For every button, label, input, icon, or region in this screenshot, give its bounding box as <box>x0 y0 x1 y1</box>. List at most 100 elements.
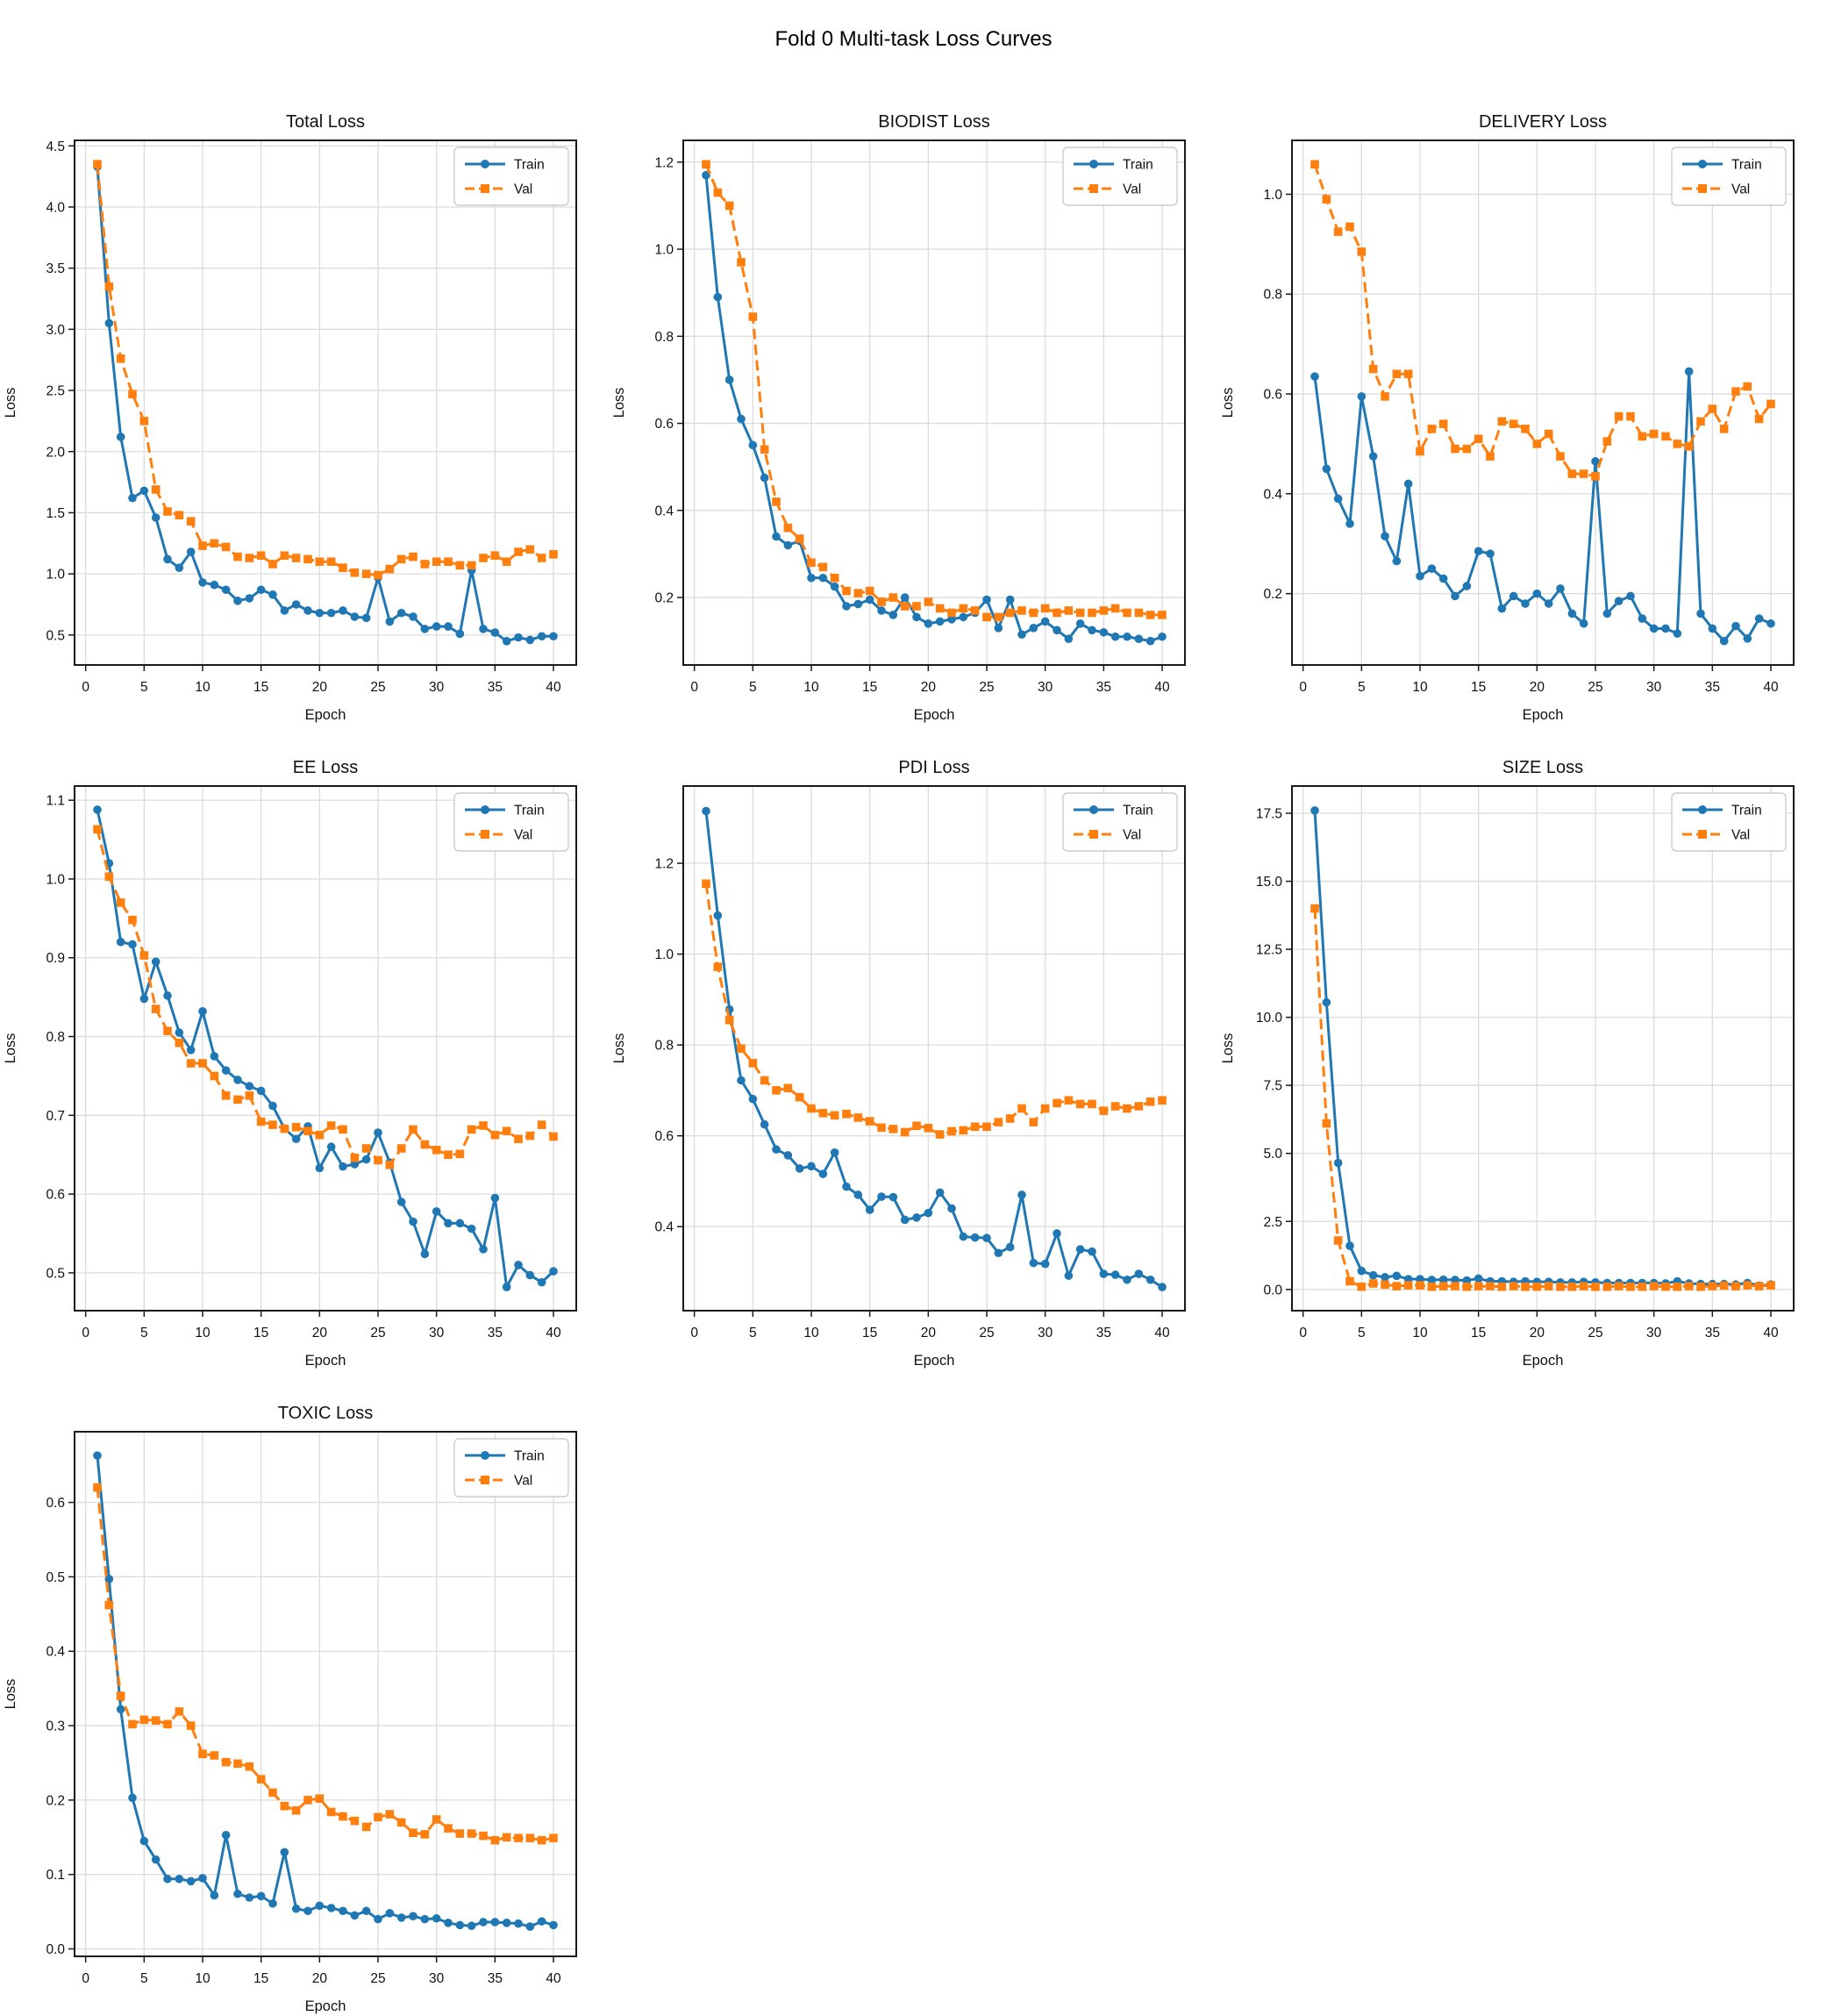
y-tick-label: 1.0 <box>654 243 674 258</box>
x-tick-label: 40 <box>546 1326 561 1340</box>
y-tick-label: 1.1 <box>46 794 65 809</box>
y-tick-label: 4.5 <box>46 139 65 154</box>
x-tick-label: 35 <box>1096 1326 1111 1340</box>
y-tick-label: 15.0 <box>1256 875 1283 890</box>
y-tick-label: 0.6 <box>46 1496 65 1511</box>
chart-canvas-pdi-loss: 0 5 10 15 20 25 30 35 40 0.4 0.6 0.8 1.0 1.2 PDI Loss E… <box>611 758 1186 1369</box>
y-tick-label: 0.8 <box>46 1030 65 1045</box>
legend-label-train: Train <box>1123 804 1153 819</box>
y-tick-label: 0.2 <box>654 591 674 606</box>
empty-cell <box>1217 1370 1826 2016</box>
legend-label-val: Val <box>514 828 532 843</box>
y-tick-label: 0.4 <box>1263 487 1282 502</box>
x-axis-label: Epoch <box>305 1998 346 2014</box>
x-tick-label: 35 <box>488 1971 503 1986</box>
x-tick-label: 30 <box>1646 1326 1662 1340</box>
y-tick-label: 2.5 <box>46 384 65 399</box>
y-tick-label: 7.5 <box>1263 1079 1282 1094</box>
subplot-toxic-loss: 0 5 10 15 20 25 30 35 40 0.0 0.1 0.2 0.3 0.4 0.5 0.6 TOX… <box>0 1370 609 2016</box>
x-tick-label: 30 <box>1038 680 1053 695</box>
x-axis-label: Epoch <box>1523 1353 1564 1369</box>
legend-box <box>453 1438 569 1498</box>
x-tick-label: 30 <box>1646 680 1662 695</box>
y-tick-label: 0.6 <box>46 1188 65 1203</box>
x-tick-label: 10 <box>195 1326 211 1340</box>
y-axis-label: Loss <box>1220 388 1236 418</box>
x-axis-label: Epoch <box>914 707 955 723</box>
x-tick-label: 30 <box>429 680 445 695</box>
x-tick-label: 10 <box>803 1326 819 1340</box>
y-tick-label: 0.8 <box>654 330 674 345</box>
y-tick-label: 1.2 <box>654 155 674 170</box>
subplot-row-2: 0 5 10 15 20 25 30 35 40 0.5 0.6 0.7 0.8 0.9 1.0 1.1 EE … <box>0 725 1827 1370</box>
y-tick-label: 1.0 <box>1263 188 1282 203</box>
x-tick-label: 20 <box>312 1326 328 1340</box>
x-tick-label: 25 <box>370 1971 385 1986</box>
subplot-title-toxic-loss: TOXIC Loss <box>278 1404 374 1423</box>
y-axis-label: Loss <box>611 1033 627 1064</box>
y-tick-label: 0.6 <box>654 1129 674 1144</box>
y-tick-label: 0.2 <box>46 1793 65 1808</box>
y-axis-label: Loss <box>3 388 18 418</box>
y-tick-label: 0.5 <box>46 1266 65 1281</box>
x-tick-label: 25 <box>979 1326 994 1340</box>
x-tick-label: 40 <box>1154 1326 1170 1340</box>
x-tick-label: 0 <box>690 680 698 695</box>
x-tick-label: 20 <box>312 1971 328 1986</box>
x-tick-label: 5 <box>140 680 148 695</box>
y-tick-label: 0.6 <box>654 417 674 432</box>
legend-label-val: Val <box>1731 828 1750 843</box>
subplot-grid: 0 5 10 15 20 25 30 35 40 0.5 1.0 1.5 2.0 2.5 3.0 3.5 4.0… <box>0 79 1827 2016</box>
y-tick-label: 0.1 <box>46 1868 65 1883</box>
x-tick-label: 0 <box>690 1326 698 1340</box>
x-tick-label: 35 <box>488 680 503 695</box>
x-tick-label: 35 <box>1705 680 1720 695</box>
x-tick-label: 15 <box>253 1971 268 1986</box>
legend-label-val: Val <box>1123 182 1141 197</box>
subplot-title-ee-loss: EE Loss <box>293 758 358 777</box>
y-tick-label: 0.4 <box>654 1220 674 1235</box>
x-tick-label: 25 <box>979 680 994 695</box>
chart-canvas-total-loss: 0 5 10 15 20 25 30 35 40 0.5 1.0 1.5 2.0 2.5 3.0 3.5 4.0… <box>3 112 577 723</box>
y-tick-label: 0.8 <box>1263 288 1282 303</box>
y-tick-label: 12.5 <box>1256 943 1282 958</box>
legend-box <box>1062 792 1178 852</box>
y-tick-label: 0.6 <box>1263 388 1282 403</box>
y-tick-label: 0.4 <box>654 504 674 518</box>
subplot-title-delivery-loss: DELIVERY Loss <box>1479 112 1607 132</box>
x-tick-label: 15 <box>862 680 877 695</box>
y-tick-label: 4.0 <box>46 200 65 215</box>
y-tick-label: 2.0 <box>46 445 65 460</box>
y-tick-label: 1.5 <box>46 506 65 521</box>
y-tick-label: 5.0 <box>1263 1147 1282 1162</box>
x-tick-label: 0 <box>82 680 89 695</box>
y-tick-label: 1.0 <box>46 568 65 583</box>
x-tick-label: 40 <box>1763 680 1779 695</box>
y-tick-label: 17.5 <box>1256 807 1282 822</box>
x-tick-label: 40 <box>546 680 561 695</box>
subplot-total-loss: 0 5 10 15 20 25 30 35 40 0.5 1.0 1.5 2.0 2.5 3.0 3.5 4.0… <box>0 79 609 725</box>
subplot-ee-loss: 0 5 10 15 20 25 30 35 40 0.5 0.6 0.7 0.8 0.9 1.0 1.1 EE … <box>0 725 609 1370</box>
subplot-biodist-loss: 0 5 10 15 20 25 30 35 40 0.2 0.4 0.6 0.8 1.0 1.2 BIODIS… <box>609 79 1217 725</box>
y-tick-label: 0.5 <box>46 628 65 643</box>
legend-label-train: Train <box>1731 804 1762 819</box>
subplot-delivery-loss: 0 5 10 15 20 25 30 35 40 0.2 0.4 0.6 0.8 1.0 DELIVERY … <box>1217 79 1826 725</box>
x-tick-label: 5 <box>1358 680 1366 695</box>
y-axis-label: Loss <box>3 1033 18 1064</box>
y-tick-label: 2.5 <box>1263 1215 1282 1230</box>
y-tick-label: 10.0 <box>1256 1011 1283 1026</box>
x-tick-label: 25 <box>370 680 385 695</box>
x-axis-label: Epoch <box>305 1353 346 1369</box>
legend-label-train: Train <box>514 158 545 173</box>
y-tick-label: 0.7 <box>46 1109 65 1124</box>
legend-label-val: Val <box>1731 182 1750 197</box>
legend-box <box>1671 792 1787 852</box>
subplot-title-total-loss: Total Loss <box>286 112 365 132</box>
figure-title: Fold 0 Multi-task Loss Curves <box>774 27 1053 51</box>
y-tick-label: 0.5 <box>46 1570 65 1585</box>
x-tick-label: 15 <box>253 680 268 695</box>
x-tick-label: 0 <box>82 1971 89 1986</box>
x-tick-label: 10 <box>803 680 819 695</box>
x-tick-label: 0 <box>82 1326 89 1340</box>
